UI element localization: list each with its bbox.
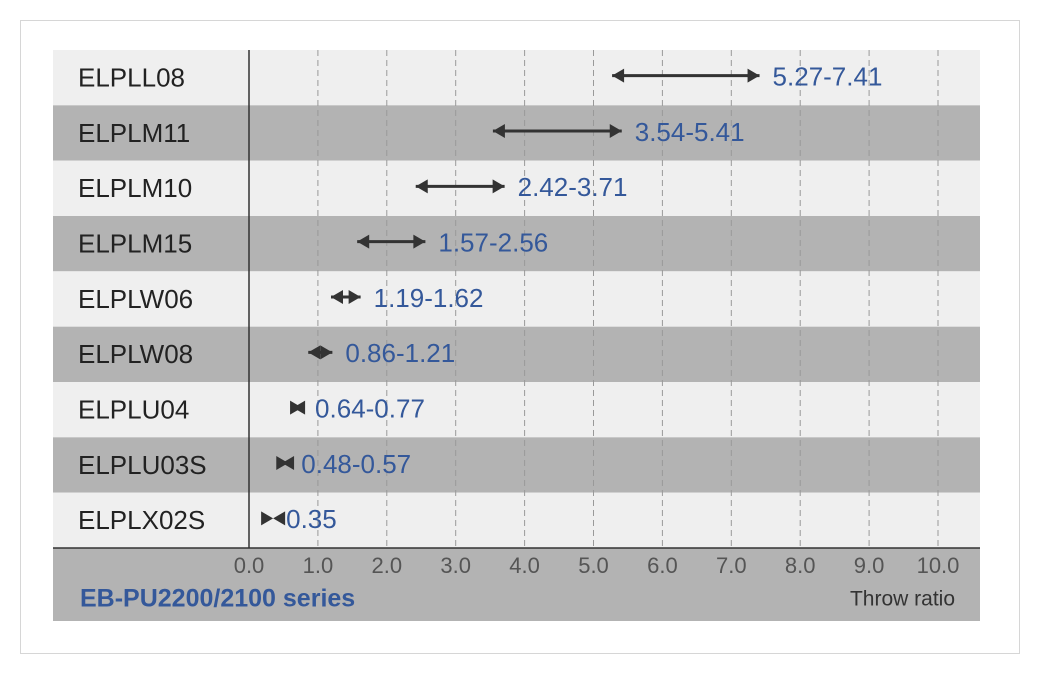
x-axis-label: Throw ratio	[850, 588, 955, 611]
value-label: 0.35	[286, 504, 337, 534]
range-low-head	[612, 68, 625, 83]
range-low-head	[492, 124, 505, 138]
row-band	[53, 382, 980, 438]
range-low-head	[357, 234, 370, 249]
range-high-head	[348, 290, 361, 304]
row-band	[53, 492, 980, 548]
value-label: 0.86-1.21	[345, 338, 455, 368]
range-low-head	[273, 511, 286, 526]
range-high-head	[492, 179, 505, 194]
value-label: 1.57-2.56	[438, 228, 548, 258]
row-band	[53, 105, 980, 161]
row-band	[53, 216, 980, 272]
x-tick-label: 3.0	[440, 553, 471, 578]
category-label: ELPLM15	[78, 229, 192, 259]
x-tick-label: 2.0	[372, 553, 403, 578]
range-high-head	[290, 400, 303, 415]
range-high-head	[413, 234, 426, 249]
row-band	[53, 326, 980, 382]
range-high-head	[320, 345, 333, 360]
category-label: ELPLW08	[78, 339, 193, 369]
category-label: ELPLM10	[78, 173, 192, 203]
x-tick-label: 9.0	[854, 553, 885, 578]
range-high-head	[747, 68, 760, 83]
series-title: EB-PU2200/2100 series	[80, 585, 355, 613]
range-high-head	[276, 456, 289, 470]
category-label: ELPLU03S	[78, 450, 207, 480]
row-band	[53, 50, 980, 106]
value-label: 0.48-0.57	[301, 449, 411, 479]
x-tick-label: 0.0	[234, 553, 265, 578]
range-low-head	[415, 179, 428, 194]
x-tick-label: 1.0	[303, 553, 334, 578]
value-label: 1.19-1.62	[374, 283, 484, 313]
range-low-head	[308, 345, 321, 360]
x-tick-label: 7.0	[716, 553, 747, 578]
row-band	[53, 160, 980, 216]
x-tick-label: 10.0	[917, 553, 960, 578]
x-tick-label: 8.0	[785, 553, 816, 578]
value-label: 0.64-0.77	[315, 394, 425, 424]
value-label: 5.27-7.41	[773, 62, 883, 92]
range-low-head	[330, 290, 343, 304]
x-tick-label: 5.0	[578, 553, 609, 578]
range-high-head	[261, 511, 274, 526]
x-tick-label: 4.0	[509, 553, 540, 578]
category-label: ELPLX02S	[78, 505, 205, 535]
value-label: 2.42-3.71	[518, 172, 628, 202]
category-label: ELPLU04	[78, 395, 189, 425]
category-label: ELPLL08	[78, 63, 185, 93]
x-tick-label: 6.0	[647, 553, 678, 578]
footer-band	[53, 548, 980, 621]
row-band	[53, 271, 980, 327]
row-band	[53, 437, 980, 493]
value-label: 3.54-5.41	[635, 117, 745, 147]
category-label: ELPLM11	[78, 118, 190, 148]
category-label: ELPLW06	[78, 284, 193, 314]
range-high-head	[609, 124, 622, 138]
